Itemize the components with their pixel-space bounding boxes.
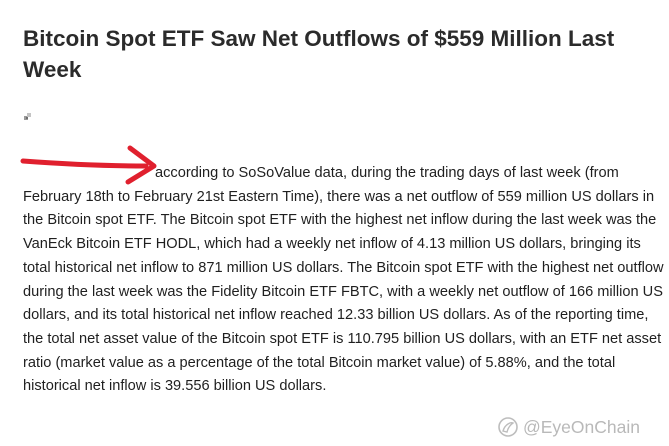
article-body-text: according to SoSoValue data, during the … [23, 165, 664, 395]
watermark: @EyeOnChain [497, 414, 640, 440]
broken-image-icon [24, 113, 31, 120]
article-body: according to SoSoValue data, during the … [23, 162, 667, 399]
platform-logo-icon [498, 417, 518, 437]
watermark-handle: @EyeOnChain [523, 416, 640, 437]
article-title: Bitcoin Spot ETF Saw Net Outflows of $55… [23, 26, 615, 82]
